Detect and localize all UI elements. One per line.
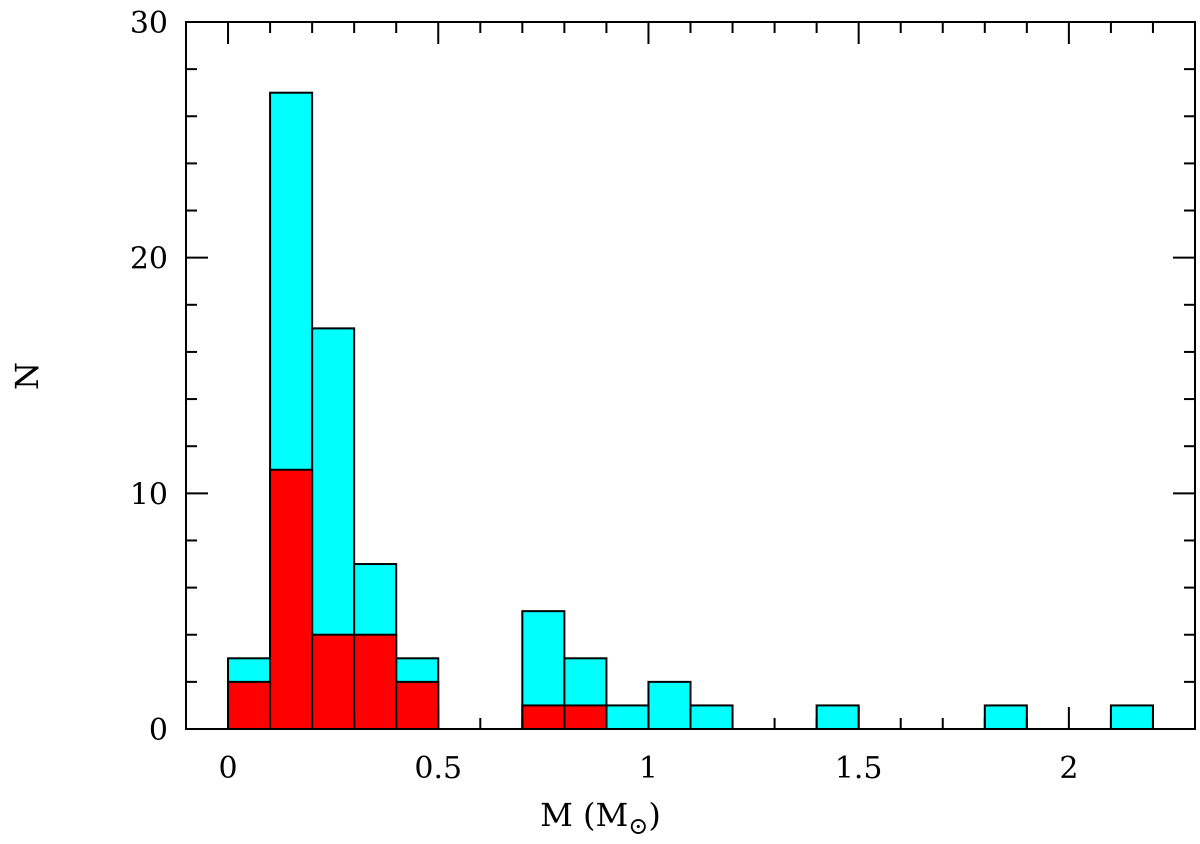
x-tick-label-1: 0.5	[414, 751, 462, 786]
total-bar-14	[815, 704, 860, 731]
x-tick-label-3: 1.5	[835, 751, 883, 786]
x-tick-label-0: 0	[218, 751, 237, 786]
x-tick-labels: 0 0.5 1 1.5 2	[218, 751, 1078, 786]
axis-ticks	[186, 21, 1195, 730]
total-bar-21	[1109, 704, 1154, 731]
subset-bar-7	[521, 704, 566, 731]
y-tick-label-2: 20	[130, 242, 168, 277]
x-axis-label-subscript: ⊙	[628, 812, 648, 840]
total-bar-9	[605, 704, 650, 731]
x-axis-label: M (M⊙)	[540, 796, 661, 840]
y-tick-label-0: 0	[149, 713, 168, 748]
y-tick-label-3: 30	[130, 6, 168, 41]
x-tick-label-2: 1	[639, 751, 658, 786]
y-tick-label-1: 10	[130, 477, 168, 512]
subset-bar-8	[563, 704, 608, 731]
subset-bar-0	[227, 680, 272, 730]
y-axis-label: N	[8, 362, 46, 390]
histogram-bars	[186, 91, 1195, 731]
total-bar-18	[983, 704, 1028, 731]
x-tick-label-4: 2	[1059, 751, 1078, 786]
subset-bar-2	[311, 633, 356, 731]
total-bar-10	[647, 680, 692, 730]
subset-bar-4	[395, 680, 440, 730]
y-tick-labels: 0 10 20 30	[130, 6, 168, 748]
total-bar-11	[689, 704, 734, 731]
subset-bar-1	[269, 468, 314, 730]
subset-bar-3	[353, 633, 398, 731]
x-axis-label-end: )	[648, 796, 660, 834]
